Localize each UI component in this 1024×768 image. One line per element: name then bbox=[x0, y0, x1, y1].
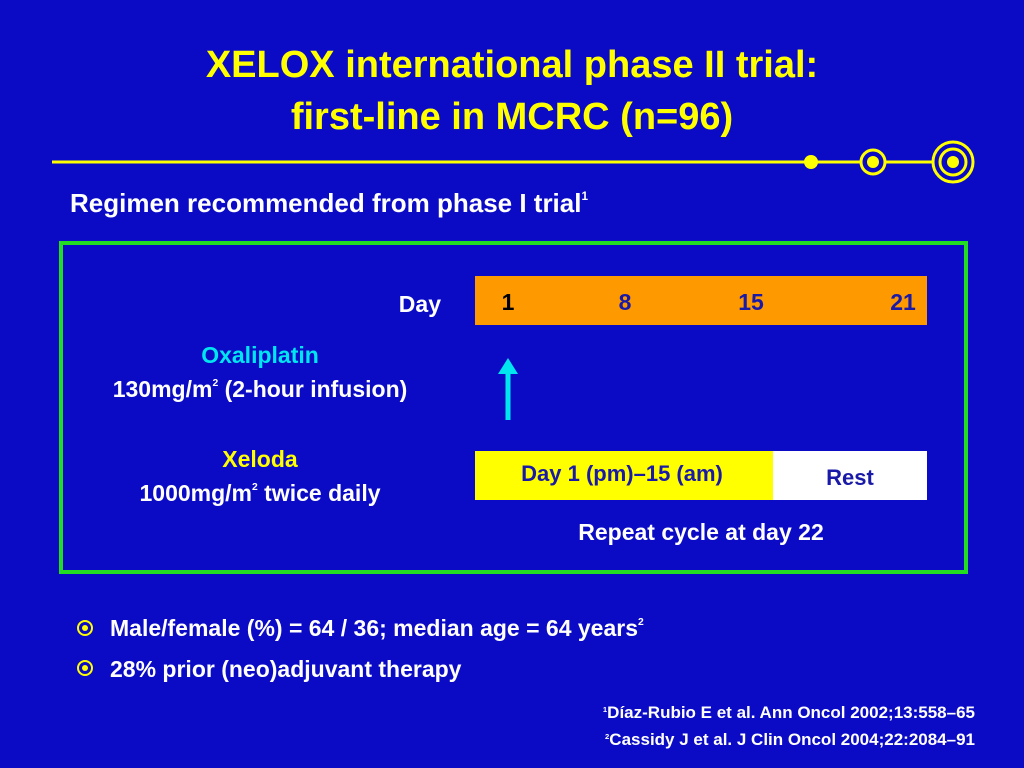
reference-text: Cassidy J et al. J Clin Oncol 2004;22:20… bbox=[609, 730, 975, 749]
bullet-text: 28% prior (neo)adjuvant therapy bbox=[110, 656, 462, 682]
day-number: 1 bbox=[501, 289, 515, 315]
drug-dose: 1000mg/m2 twice daily bbox=[140, 480, 381, 507]
dose-detail: twice daily bbox=[257, 480, 381, 506]
dose-detail: (2-hour infusion) bbox=[218, 376, 408, 402]
day-number: 15 bbox=[738, 289, 764, 315]
dose: 1000mg/m bbox=[139, 480, 253, 506]
title-line: first-line in MCRC (n=96) bbox=[290, 96, 734, 138]
footnote-mark: 1 bbox=[581, 190, 588, 204]
footnote-mark: 2 bbox=[638, 617, 644, 629]
reference-text: Díaz-Rubio E et al. Ann Oncol 2002;13:55… bbox=[607, 703, 975, 722]
bullet-text: Male/female (%) = 64 / 36; median age = … bbox=[110, 615, 639, 641]
subtitle-text: Regimen recommended from phase I trial bbox=[70, 188, 582, 218]
drug-name: Xeloda bbox=[222, 446, 298, 472]
bullet: Male/female (%) = 64 / 36; median age = … bbox=[110, 615, 644, 642]
footnote-mark: 2 bbox=[605, 731, 610, 741]
reference: 1Díaz-Rubio E et al. Ann Oncol 2002;13:5… bbox=[603, 703, 975, 723]
drug-dose: 130mg/m2 (2-hour infusion) bbox=[113, 376, 408, 403]
day-label: Day bbox=[398, 291, 441, 317]
footnote-mark: 1 bbox=[602, 704, 608, 714]
repeat-note: Repeat cycle at day 22 bbox=[578, 519, 824, 545]
bullet: 28% prior (neo)adjuvant therapy bbox=[110, 656, 461, 683]
superscript: 2 bbox=[252, 482, 258, 494]
rest-bar-label: Rest bbox=[826, 465, 874, 490]
day-number: 21 bbox=[890, 289, 916, 315]
reference: 2Cassidy J et al. J Clin Oncol 2004;22:2… bbox=[605, 730, 975, 750]
day-number: 8 bbox=[618, 289, 632, 315]
superscript: 2 bbox=[212, 378, 219, 390]
treatment-bar-label: Day 1 (pm)–15 (am) bbox=[521, 461, 723, 486]
dose: 130mg/m bbox=[112, 376, 213, 402]
subtitle: Regimen recommended from phase I trial1 bbox=[70, 188, 588, 219]
title-line: XELOX international phase II trial: bbox=[205, 44, 819, 86]
drug-name: Oxaliplatin bbox=[201, 342, 319, 368]
